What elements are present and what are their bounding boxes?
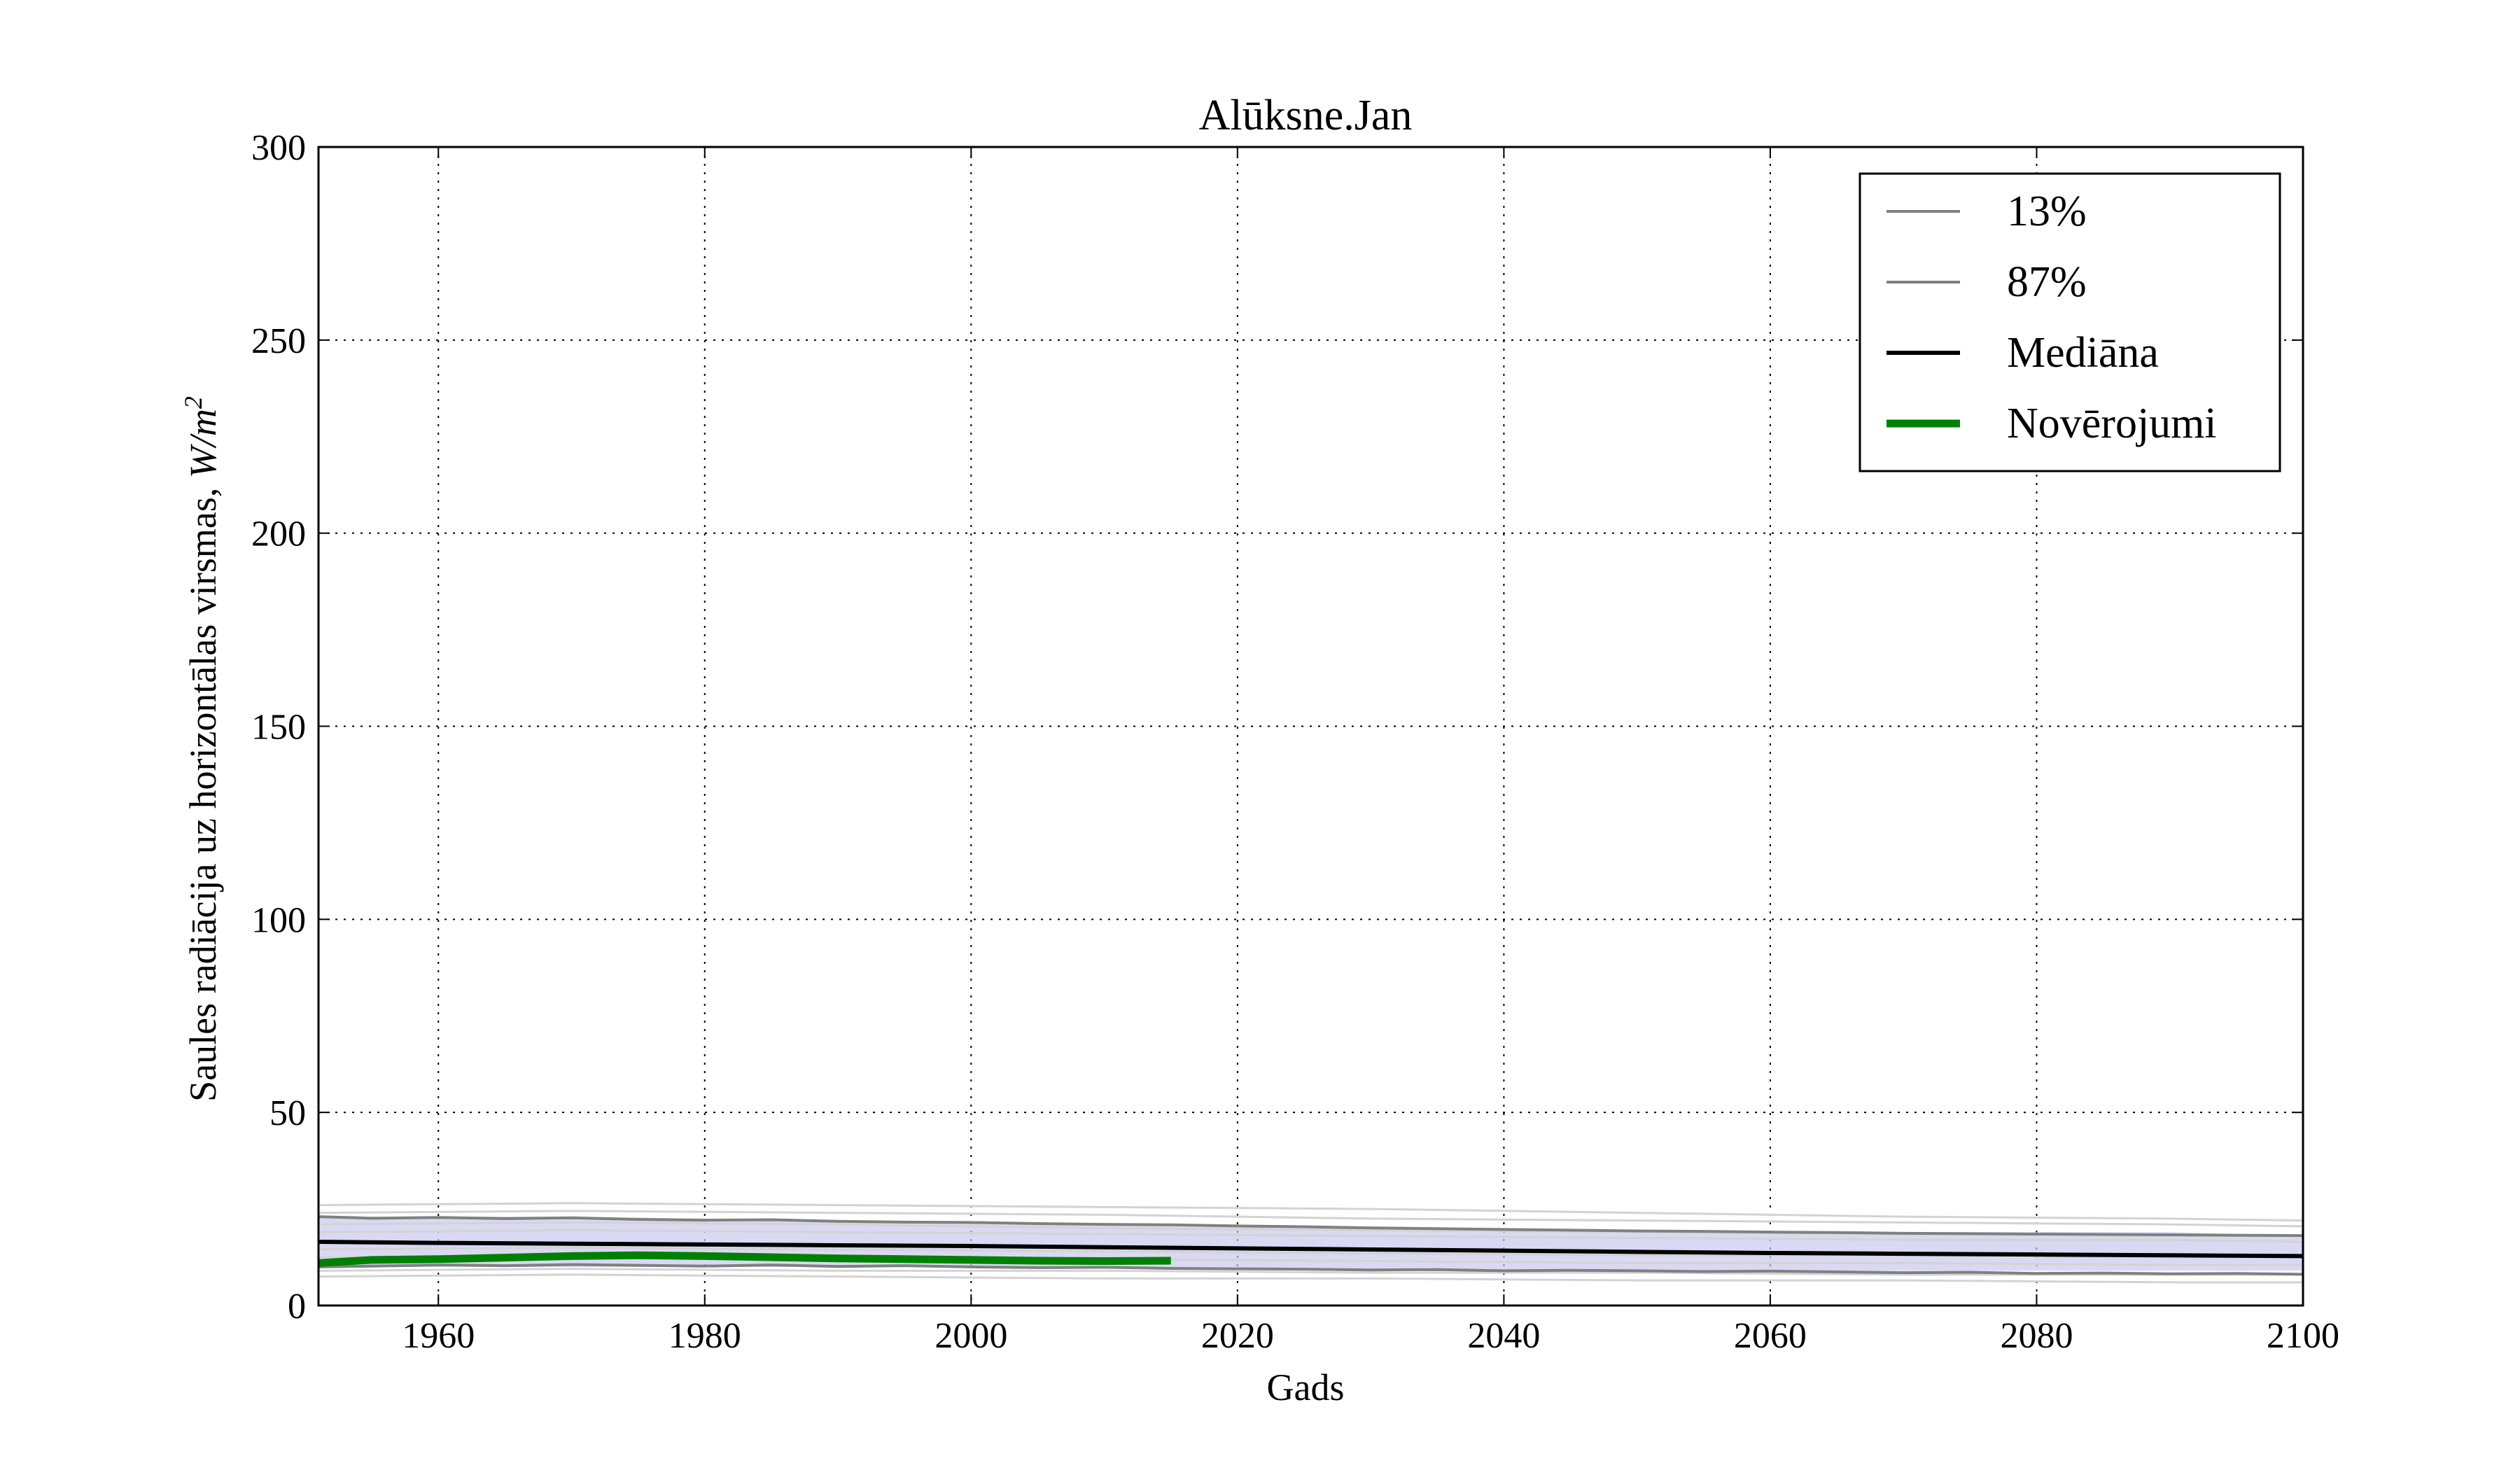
- y-tick-label: 300: [251, 128, 306, 168]
- legend-item-87-percent-label: 87%: [2007, 258, 2087, 306]
- x-tick-label: 2100: [2267, 1316, 2339, 1356]
- y-tick-label: 100: [251, 900, 306, 940]
- ensemble-member-line: [318, 1273, 2303, 1284]
- x-tick-label: 2080: [2000, 1316, 2073, 1356]
- ensemble-member-line: [318, 1210, 2304, 1228]
- legend-item-median-label: Mediāna: [2007, 329, 2159, 377]
- legend-item-13-percent-label: 13%: [2007, 188, 2087, 235]
- series-87-percent-line: [318, 1215, 2304, 1238]
- series-median-line: [318, 1239, 2304, 1259]
- y-axis-label-unit-exponent: 2: [179, 396, 207, 409]
- ensemble-member-line: [318, 1202, 2304, 1222]
- y-tick-label: 0: [288, 1287, 306, 1326]
- y-tick-label: 200: [251, 514, 306, 554]
- y-tick-label: 150: [251, 708, 306, 748]
- ensemble-member-line: [318, 1228, 2304, 1243]
- x-tick-label: 2020: [1201, 1316, 1274, 1356]
- y-tick-label: 250: [251, 321, 306, 361]
- legend-item-observations-label: Novērojumi: [2007, 400, 2217, 447]
- x-axis-label: Gads: [1267, 1366, 1345, 1408]
- series-observations-line: [318, 1251, 1171, 1267]
- y-axis-label-unit: W/m: [182, 409, 224, 478]
- x-tick-label: 2060: [1734, 1316, 1807, 1356]
- x-tick-label: 1980: [668, 1316, 741, 1356]
- legend: 13% 87% Mediāna Novērojumi: [1858, 172, 2281, 472]
- chart-title: Alūksne.Jan: [1199, 92, 1413, 139]
- ensemble-member-line: [318, 1268, 2303, 1276]
- grid: [318, 147, 2303, 1306]
- x-tick-label: 2000: [934, 1316, 1007, 1356]
- x-tick-label: 1960: [402, 1316, 475, 1356]
- axis-ticks: 1960 1980 2000 2020 2040 2060 2080 2100 0 50 100 15…: [251, 128, 2339, 1356]
- x-tick-label: 2040: [1467, 1316, 1540, 1356]
- y-axis-label-text: Saules radiācija uz horizontālas virsmas…: [182, 478, 224, 1102]
- series-lines: [318, 1215, 2304, 1276]
- y-tick-label: 50: [270, 1093, 306, 1133]
- series-13-percent-line: [318, 1263, 2304, 1276]
- y-axis-label: Saules radiācija uz horizontālas virsmas…: [179, 396, 224, 1102]
